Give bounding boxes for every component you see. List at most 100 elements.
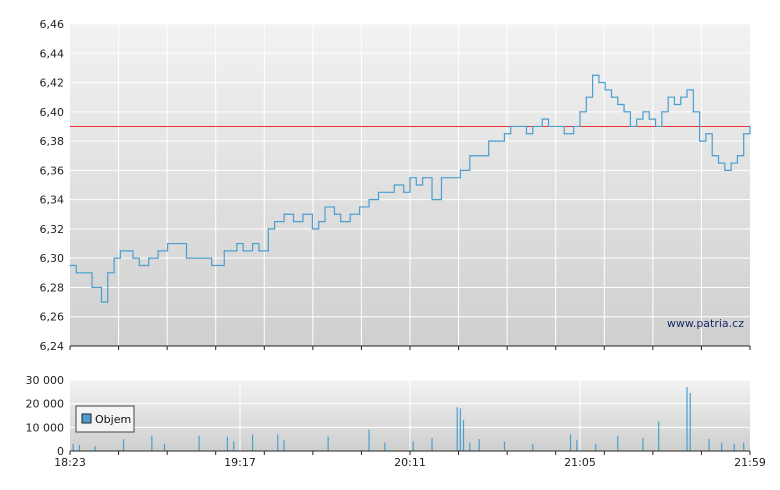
price-point (393, 184, 395, 186)
volume-bar (569, 434, 572, 451)
volume-bar (384, 442, 386, 451)
price-point (604, 89, 606, 91)
volume-series (72, 387, 745, 451)
volume-bar (721, 442, 723, 451)
price-point (333, 213, 336, 215)
price-point (488, 140, 490, 142)
price-point (211, 264, 213, 267)
price-point (198, 257, 200, 259)
price-point (258, 250, 260, 252)
price-point (318, 220, 320, 223)
price-y-tick-label: 6,30 (40, 252, 65, 265)
price-point (340, 220, 342, 223)
price-point (450, 177, 452, 179)
x-tick-label: 19:17 (224, 456, 256, 469)
price-point (547, 125, 550, 128)
legend-swatch (81, 413, 92, 424)
volume-bar (469, 442, 471, 451)
price-point (623, 111, 625, 113)
price-point (403, 191, 405, 193)
volume-bar (532, 443, 534, 451)
x-tick-label: 21:59 (734, 456, 766, 469)
legend: Objem (75, 405, 135, 433)
price-point (368, 199, 370, 201)
price-point (223, 250, 225, 252)
price-series (69, 74, 751, 303)
volume-bar (689, 393, 691, 451)
price-point (686, 89, 688, 91)
volume-bar (708, 439, 710, 451)
price-point (91, 286, 93, 289)
price-y-tick-label: 6,24 (40, 340, 65, 353)
price-point (654, 125, 657, 128)
volume-bar (733, 443, 735, 451)
volume-bar (226, 436, 229, 451)
volume-bar (412, 441, 414, 451)
price-point (525, 133, 528, 135)
legend-label: Objem (95, 413, 131, 426)
price-point (75, 272, 77, 274)
volume-bar (198, 435, 200, 451)
price-point (749, 125, 751, 128)
price-point (711, 155, 713, 157)
price-point (730, 162, 732, 164)
price-y-tick-label: 6,28 (40, 281, 65, 294)
price-point (359, 206, 361, 208)
price-point (415, 184, 417, 186)
volume-bar (94, 446, 96, 451)
price-point (680, 96, 682, 98)
volume-panel: 0 10 000 20 000 30 000 18:23 19:17 20:11 21:05… (26, 374, 766, 469)
price-point (85, 272, 87, 274)
volume-y-tick-label: 20 000 (26, 398, 65, 411)
price-point (302, 213, 304, 215)
price-point (573, 125, 575, 128)
price-point (648, 118, 650, 120)
price-y-tick-label: 6,40 (40, 106, 65, 119)
price-y-tick-label: 6,36 (40, 164, 65, 177)
volume-bar (576, 440, 578, 451)
price-point (292, 220, 295, 223)
price-point (519, 125, 521, 128)
price-point (579, 111, 581, 113)
price-point (667, 96, 669, 98)
price-point (431, 199, 433, 201)
volume-bar (658, 421, 660, 451)
price-point (409, 177, 411, 179)
price-point (591, 74, 594, 76)
volume-bar (283, 440, 285, 451)
price-point (736, 155, 739, 157)
price-point (100, 301, 103, 303)
price-point (503, 133, 506, 135)
price-point (692, 111, 694, 113)
price-point (705, 133, 707, 135)
price-y-tick-label: 6,32 (40, 223, 65, 236)
price-y-axis: 6,24 6,26 6,28 6,30 6,32 6,34 6,36 6,38 6,40 6,42… (40, 18, 65, 353)
price-point (311, 228, 314, 230)
price-point (251, 242, 254, 245)
price-point (107, 272, 109, 274)
volume-bar (462, 420, 465, 451)
price-point (324, 206, 326, 208)
volume-x-axis: 18:23 19:17 20:11 21:05 21:59 (54, 451, 766, 469)
price-point (717, 162, 720, 164)
volume-bar (163, 443, 166, 451)
price-point (699, 140, 701, 142)
price-y-tick-label: 6,46 (40, 18, 65, 31)
volume-y-tick-label: 10 000 (26, 421, 65, 434)
price-point (119, 250, 121, 252)
price-point (541, 118, 543, 120)
price-point (585, 96, 587, 98)
volume-bar (478, 439, 480, 451)
price-point (387, 191, 389, 193)
price-point (185, 257, 188, 259)
price-point (554, 125, 556, 128)
volume-bar (251, 434, 254, 451)
volume-bar (233, 441, 235, 451)
volume-bar (368, 429, 370, 451)
price-grid (70, 23, 750, 347)
price-point (421, 177, 424, 179)
price-point (176, 242, 178, 245)
volume-bar (122, 439, 125, 451)
price-point (157, 250, 159, 252)
volume-bar (595, 443, 597, 451)
